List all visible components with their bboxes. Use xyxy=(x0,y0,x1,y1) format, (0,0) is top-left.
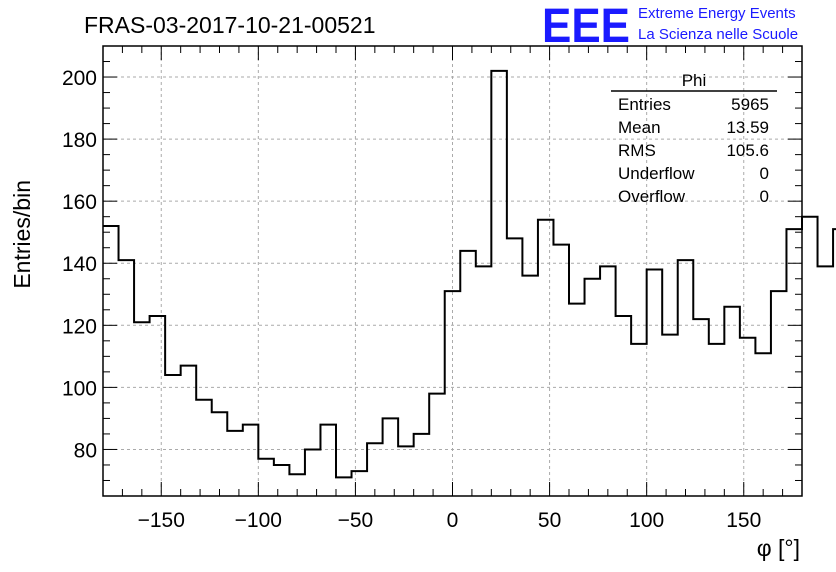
chart-title: FRAS-03-2017-10-21-00521 xyxy=(84,12,376,38)
stats-box: Phi Entries 5965 Mean 13.59 RMS 105.6 Underflo… xyxy=(611,71,777,206)
y-tick-label: 200 xyxy=(62,67,97,90)
y-tick-label: 140 xyxy=(62,253,97,276)
x-axis: −150 −100 −50 0 50 100 150 xyxy=(102,46,803,532)
logo-line-2: La Scienza nelle Scuole xyxy=(638,26,798,43)
x-axis-label: φ [°] xyxy=(757,535,800,561)
stats-row-value: 105.6 xyxy=(726,141,769,160)
x-tick-label: 0 xyxy=(447,509,459,532)
y-axis: 80 100 120 140 160 180 200 xyxy=(62,45,802,497)
stats-row-value: 0 xyxy=(760,187,769,206)
x-tick-label: 150 xyxy=(726,509,761,532)
y-tick-label: 120 xyxy=(62,315,97,338)
logo-line-1: Extreme Energy Events xyxy=(638,5,796,22)
x-tick-label: −100 xyxy=(235,509,282,532)
stats-row-label: Overflow xyxy=(618,187,686,206)
stats-row-label: Mean xyxy=(618,118,661,137)
y-tick-label: 80 xyxy=(74,439,97,462)
x-tick-label: 50 xyxy=(538,509,561,532)
histogram-line xyxy=(103,69,836,479)
stats-rows: Entries 5965 Mean 13.59 RMS 105.6 Underflow 0 Ov… xyxy=(618,95,769,206)
x-tick-label: −150 xyxy=(138,509,185,532)
stats-row-value: 5965 xyxy=(731,95,769,114)
stats-row-label: Entries xyxy=(618,95,671,114)
stats-row-value: 0 xyxy=(760,164,769,183)
y-tick-label: 180 xyxy=(62,129,97,152)
x-tick-label: −50 xyxy=(338,509,374,532)
y-tick-label: 100 xyxy=(62,377,97,400)
stats-title: Phi xyxy=(682,71,707,90)
stats-row-label: RMS xyxy=(618,141,656,160)
x-tick-label: 100 xyxy=(629,509,664,532)
grid-lines xyxy=(103,46,802,496)
stats-row-label: Underflow xyxy=(618,164,695,183)
logo-mark: EEE xyxy=(542,0,630,53)
eee-logo: EEE Extreme Energy Events La Scienza nel… xyxy=(542,0,798,53)
y-tick-label: 160 xyxy=(62,191,97,214)
y-axis-label: Entries/bin xyxy=(9,180,35,289)
stats-row-value: 13.59 xyxy=(726,118,769,137)
